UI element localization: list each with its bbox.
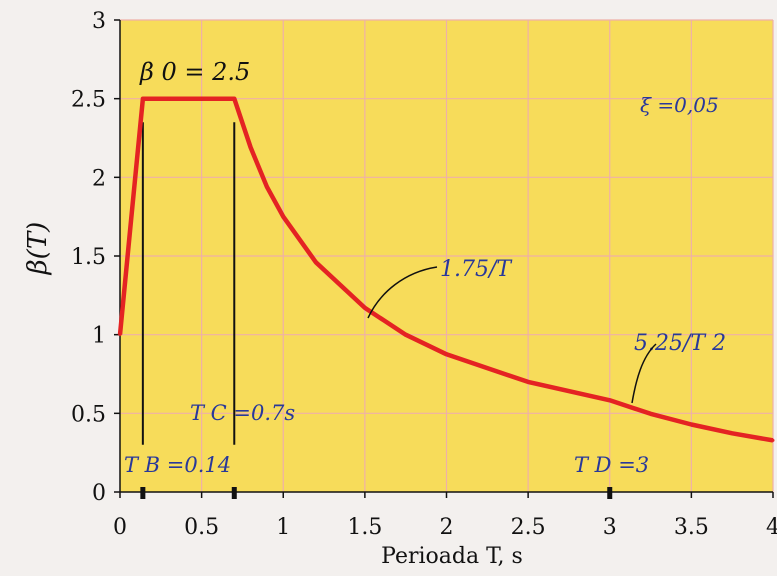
branch1-label: 1.75/T xyxy=(440,257,513,282)
x-axis-label: Perioada T, s xyxy=(381,544,523,569)
curve-point xyxy=(200,97,204,101)
x-tick-label: 1 xyxy=(276,515,290,540)
y-tick-label: 2.5 xyxy=(71,88,106,113)
curve-point xyxy=(649,412,653,416)
curve-point xyxy=(314,260,318,264)
tb-label: T B =0.14 xyxy=(124,453,231,477)
curve-point xyxy=(689,423,693,427)
curve-point xyxy=(730,431,734,435)
curve-point xyxy=(608,398,612,402)
curve-point xyxy=(249,145,253,149)
series xyxy=(117,96,775,443)
tc-label: T C =0.7s xyxy=(190,401,295,425)
branch2-leader xyxy=(631,343,657,404)
curve-point xyxy=(771,438,775,442)
ticks: 0 0.5 1 1.5 2 2.5 3 3.5 4 0 0.5 1 1.5 2 2.5 3 xyxy=(71,9,777,540)
curve-point xyxy=(167,97,171,101)
x-tick-label: 3 xyxy=(603,515,617,540)
curve-point xyxy=(404,333,408,337)
curve-point xyxy=(141,97,145,101)
curve-point xyxy=(129,215,133,219)
y-tick-label: 0 xyxy=(92,481,106,506)
curve-point xyxy=(281,215,285,219)
y-tick-label: 2 xyxy=(92,166,106,191)
curve-point xyxy=(526,380,530,384)
y-tick-label: 3 xyxy=(92,9,106,34)
x-tick-label: 4 xyxy=(766,515,777,540)
y-tick-label: 0.5 xyxy=(71,402,106,427)
beta0-label: β 0 = 2.5 xyxy=(139,58,250,86)
curve-point xyxy=(118,333,122,337)
td-label: T D =3 xyxy=(574,453,649,477)
y-axis-label: β(T) xyxy=(23,222,53,276)
x-tick-label: 2.5 xyxy=(511,515,546,540)
curve-point xyxy=(363,306,367,310)
branch1-leader xyxy=(367,266,438,319)
x-tick-label: 1.5 xyxy=(347,515,382,540)
y-tick-label: 1 xyxy=(92,324,106,349)
x-tick-label: 0 xyxy=(113,515,127,540)
y-tick-label: 1.5 xyxy=(71,245,106,270)
curve-point xyxy=(232,97,236,101)
td-marker xyxy=(607,487,613,499)
xi-label: ξ =0,05 xyxy=(640,93,719,117)
curve-point xyxy=(265,185,269,189)
branch2-label: 5.25/T 2 xyxy=(634,331,726,356)
x-tick-label: 0.5 xyxy=(184,515,219,540)
x-tick-label: 3.5 xyxy=(674,515,709,540)
x-tick-label: 2 xyxy=(440,515,454,540)
curve-point xyxy=(445,352,448,356)
tc-marker xyxy=(231,487,237,499)
guide-lines xyxy=(140,122,613,499)
tb-marker xyxy=(140,487,146,499)
